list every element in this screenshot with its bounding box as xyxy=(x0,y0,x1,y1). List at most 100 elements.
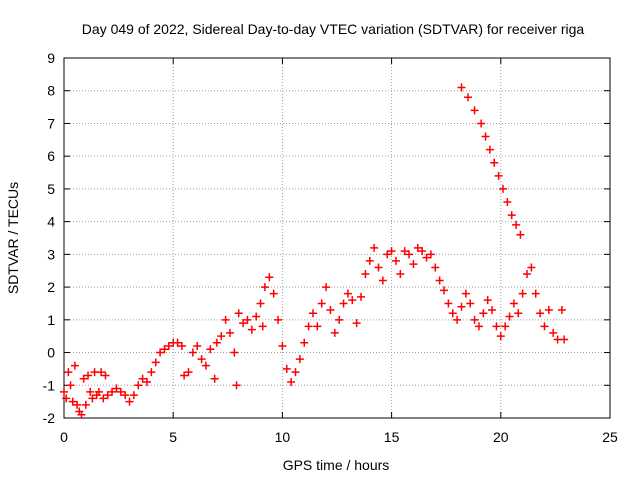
data-point xyxy=(536,309,545,318)
y-tick-label: 2 xyxy=(47,279,55,295)
data-point xyxy=(221,315,230,324)
data-point xyxy=(243,315,252,324)
data-point xyxy=(326,306,335,314)
data-point xyxy=(330,328,339,337)
data-point xyxy=(516,230,525,239)
x-tick-label: 0 xyxy=(60,429,68,445)
data-point xyxy=(239,319,248,328)
data-point xyxy=(464,93,473,102)
data-point xyxy=(457,302,466,311)
data-point xyxy=(269,289,278,298)
data-point xyxy=(348,296,357,305)
data-point xyxy=(73,400,82,409)
data-point xyxy=(501,322,510,331)
data-point xyxy=(274,315,283,324)
data-point xyxy=(86,387,95,396)
data-point xyxy=(549,328,558,337)
data-point xyxy=(112,384,121,393)
data-point xyxy=(479,309,488,318)
data-point xyxy=(201,361,210,370)
data-point xyxy=(426,250,435,259)
y-tick-label: 5 xyxy=(47,181,55,197)
data-point xyxy=(77,410,86,419)
data-point xyxy=(540,322,549,331)
data-point xyxy=(308,309,317,318)
data-point xyxy=(409,260,418,269)
data-point xyxy=(212,338,221,347)
data-point xyxy=(494,171,503,180)
data-points xyxy=(60,83,569,419)
data-point xyxy=(396,270,405,278)
data-point xyxy=(496,332,505,341)
data-point xyxy=(391,256,400,265)
data-point xyxy=(317,299,326,308)
data-point xyxy=(544,306,553,314)
data-point xyxy=(210,374,219,383)
data-point xyxy=(66,381,75,390)
data-point xyxy=(265,273,274,282)
data-point xyxy=(164,342,173,350)
data-point xyxy=(418,247,427,256)
data-point xyxy=(81,400,90,409)
data-point xyxy=(361,270,370,278)
data-point xyxy=(295,355,304,364)
plot-frame xyxy=(63,57,611,419)
data-point xyxy=(352,319,361,328)
data-point xyxy=(339,299,348,308)
data-point xyxy=(129,391,138,400)
data-point xyxy=(365,256,374,265)
data-point xyxy=(79,374,88,383)
data-point xyxy=(177,342,186,350)
data-point xyxy=(490,158,499,167)
data-point xyxy=(431,263,440,272)
data-point xyxy=(193,342,202,350)
data-point xyxy=(230,348,239,357)
x-tick-label: 10 xyxy=(275,429,291,445)
data-point xyxy=(125,397,134,406)
data-point xyxy=(62,394,71,403)
data-point xyxy=(505,312,514,321)
data-point xyxy=(405,250,414,259)
data-point xyxy=(440,286,449,295)
data-point xyxy=(116,387,125,396)
data-point xyxy=(435,276,444,285)
data-point xyxy=(278,342,287,350)
data-point xyxy=(300,338,309,347)
data-point xyxy=(252,312,261,321)
data-point xyxy=(474,322,483,331)
data-point xyxy=(68,397,77,406)
data-point xyxy=(481,132,490,141)
data-point xyxy=(523,270,532,278)
data-point xyxy=(156,348,165,357)
data-point xyxy=(512,220,521,229)
data-point xyxy=(147,368,156,377)
data-point xyxy=(527,263,536,272)
data-point xyxy=(444,299,453,308)
data-point xyxy=(470,106,479,115)
data-point xyxy=(247,325,256,334)
data-point xyxy=(291,368,300,377)
data-point xyxy=(509,299,518,308)
data-point xyxy=(84,371,93,380)
data-point xyxy=(498,184,507,193)
data-point xyxy=(422,253,431,262)
data-point xyxy=(88,394,97,403)
y-tick-label: -2 xyxy=(43,410,56,426)
data-point xyxy=(188,348,197,357)
data-point xyxy=(313,322,322,331)
data-point xyxy=(258,322,267,331)
data-point xyxy=(557,306,566,314)
chart-title: Day 049 of 2022, Sidereal Day-to-day VTE… xyxy=(82,21,585,37)
data-point xyxy=(94,387,103,396)
data-point xyxy=(64,368,73,377)
y-tick-label: 3 xyxy=(47,246,55,262)
data-point xyxy=(470,315,479,324)
data-point xyxy=(103,391,112,400)
y-tick-label: 9 xyxy=(47,50,55,66)
data-point xyxy=(232,381,241,390)
data-point xyxy=(260,283,269,292)
data-point xyxy=(343,289,352,298)
data-point xyxy=(184,368,193,377)
grid-lines xyxy=(64,58,610,418)
y-tick-label: 0 xyxy=(47,345,55,361)
